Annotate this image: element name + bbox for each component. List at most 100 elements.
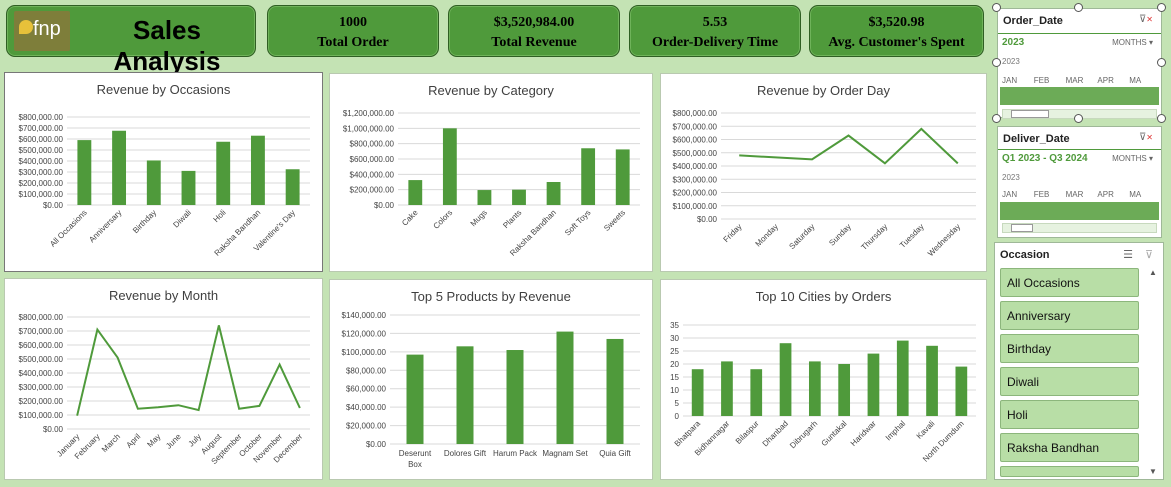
- occasion-item[interactable]: Diwali: [1000, 367, 1139, 396]
- resize-handle[interactable]: [992, 58, 1001, 67]
- scroll-thumb[interactable]: [1011, 110, 1049, 118]
- resize-handle[interactable]: [992, 3, 1001, 12]
- timeline-month: MA: [1129, 190, 1142, 199]
- y-tick-label: $400,000.00: [19, 369, 64, 378]
- slicer-title: Order_Date: [1003, 15, 1063, 27]
- chart-title: Revenue by Occasions: [96, 82, 231, 97]
- kpi-label: Total Order: [317, 35, 389, 50]
- x-tick-label: Diwali: [171, 208, 193, 230]
- y-tick-label: $800,000.00: [350, 140, 395, 149]
- slicer-scrollbar[interactable]: ▲ ▼: [1147, 268, 1161, 476]
- timeline-level-dropdown[interactable]: MONTHS ▾: [1112, 154, 1153, 163]
- bar: [216, 141, 231, 205]
- x-tick-label: Soft Toys: [563, 208, 593, 238]
- clear-filter-icon[interactable]: ⊽✕: [1138, 132, 1153, 143]
- y-tick-label: $700,000.00: [673, 122, 718, 131]
- chart-revenue-by-month[interactable]: Revenue by Month $0.00 $100,000.00 $200,00…: [4, 278, 323, 480]
- deliver-date-slicer[interactable]: Deliver_Date ⊽✕ Q1 2023 - Q3 2024 MONTHS…: [997, 126, 1162, 238]
- bar: [406, 354, 424, 444]
- timeline-scrollbar[interactable]: [1002, 223, 1157, 233]
- timeline-month: JAN: [1002, 76, 1018, 85]
- resize-handle[interactable]: [1157, 114, 1166, 123]
- page-title: Sales Analysis: [113, 15, 221, 76]
- resize-handle[interactable]: [1157, 3, 1166, 12]
- bar: [506, 350, 524, 444]
- timeline-bar[interactable]: [1000, 202, 1159, 220]
- x-tick-label: Thursday: [859, 222, 889, 252]
- x-tick-label: Bhatpara: [673, 419, 703, 449]
- occasion-item[interactable]: Anniversary: [1000, 301, 1139, 330]
- x-tick-line: Box: [408, 460, 422, 469]
- chart-revenue-by-occasions[interactable]: Revenue by Occasions $0.00 $100,000.00 $20…: [4, 72, 323, 272]
- bar: [606, 338, 624, 444]
- resize-handle[interactable]: [992, 114, 1001, 123]
- slicer-title: Deliver_Date: [1003, 133, 1070, 145]
- chart-revenue-by-order-day[interactable]: Revenue by Order Day $0.00 $100,000.00 $20…: [660, 73, 987, 272]
- timeline-level-dropdown[interactable]: MONTHS ▾: [1112, 38, 1153, 47]
- x-tick-label: Mugs: [469, 208, 489, 228]
- order-date-slicer[interactable]: Order_Date ⊽✕ 2023 MONTHS ▾ 2023 JAN FEB…: [997, 8, 1162, 119]
- chart-top-cities[interactable]: Top 10 Cities by Orders 0 5 10 15 20 25 30 35 Bh…: [660, 279, 987, 480]
- timeline-selection: 2023: [1002, 37, 1025, 48]
- y-tick-label: 15: [670, 373, 679, 382]
- chevron-down-icon: ▾: [1148, 154, 1153, 163]
- occasion-item[interactable]: Holi: [1000, 400, 1139, 429]
- level-label: MONTHS: [1112, 38, 1147, 47]
- resize-handle[interactable]: [1074, 3, 1083, 12]
- timeline-month: APR: [1097, 190, 1114, 199]
- resize-handle[interactable]: [1157, 58, 1166, 67]
- occasion-item-partial[interactable]: [1000, 466, 1139, 477]
- timeline-month: MA: [1129, 76, 1142, 85]
- timeline-month: MAR: [1065, 76, 1084, 85]
- chevron-up-icon[interactable]: ▲: [1149, 268, 1157, 277]
- occasion-item-label: Holi: [1007, 408, 1028, 422]
- y-tick-label: $20,000.00: [346, 422, 387, 431]
- y-tick-label: $80,000.00: [346, 366, 387, 375]
- y-tick-label: $500,000.00: [673, 149, 718, 158]
- y-tick-label: $300,000.00: [673, 175, 718, 184]
- x-tick-label: Birthday: [131, 208, 158, 235]
- x-tick-label: Deserunt Box: [399, 449, 432, 469]
- y-tick-label: $600,000.00: [350, 155, 395, 164]
- series-line: [76, 325, 301, 416]
- chart-svg: $0.00 $100,000.00 $200,000.00 $300,000.00 $4…: [19, 113, 310, 258]
- occasion-item[interactable]: Birthday: [1000, 334, 1139, 363]
- y-tick-label: 30: [670, 334, 679, 343]
- kpi-total-order: 1000 Total Order: [267, 5, 439, 57]
- bar: [146, 160, 161, 205]
- timeline-month: APR: [1097, 76, 1114, 85]
- occasion-item-label: All Occasions: [1007, 276, 1080, 290]
- chart-title: Revenue by Category: [428, 83, 554, 98]
- occasion-item[interactable]: All Occasions: [1000, 268, 1139, 297]
- occasion-slicer[interactable]: Occasion ☰ ⊽ All Occasions Anniversary B…: [994, 242, 1164, 480]
- y-tick-label: $200,000.00: [673, 189, 718, 198]
- y-tick-label: $700,000.00: [19, 327, 64, 336]
- fnp-logo: fnp: [14, 11, 70, 51]
- x-tick-label: Saturday: [787, 222, 816, 251]
- y-tick-label: 10: [670, 386, 679, 395]
- chevron-down-icon: ▾: [1148, 38, 1153, 47]
- x-tick-label: Sweets: [602, 208, 627, 233]
- resize-handle[interactable]: [1074, 114, 1083, 123]
- occasion-item[interactable]: Raksha Bandhan: [1000, 433, 1139, 462]
- multi-select-icon[interactable]: ☰: [1123, 249, 1133, 261]
- bar: [721, 361, 733, 416]
- x-tick-label: Wednesday: [926, 222, 962, 258]
- clear-filter-icon[interactable]: ⊽: [1144, 249, 1153, 261]
- bar: [896, 340, 909, 416]
- timeline-bar[interactable]: [1000, 87, 1159, 105]
- scroll-thumb[interactable]: [1011, 224, 1033, 232]
- chevron-down-icon[interactable]: ▼: [1149, 467, 1157, 476]
- x-tick-label: Sunday: [827, 222, 853, 248]
- bar: [556, 331, 574, 444]
- bar: [926, 345, 938, 416]
- timeline-months: JAN FEB MAR APR MA: [1002, 76, 1161, 85]
- chart-top-products[interactable]: Top 5 Products by Revenue $0.00 $20,000.0…: [329, 279, 653, 480]
- chart-revenue-by-category[interactable]: Revenue by Category $0.00 $200,000.00 $400…: [329, 73, 653, 272]
- y-tick-label: 20: [670, 360, 679, 369]
- y-tick-label: $800,000.00: [673, 109, 718, 118]
- chart-title: Top 5 Products by Revenue: [411, 289, 571, 304]
- clear-filter-icon[interactable]: ⊽✕: [1138, 14, 1153, 25]
- bar: [181, 170, 196, 205]
